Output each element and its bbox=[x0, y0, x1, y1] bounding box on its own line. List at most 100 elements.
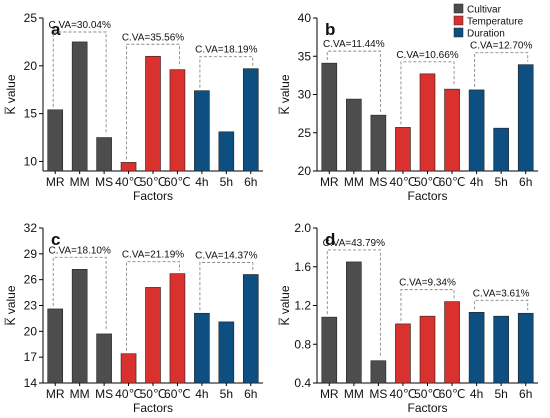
x-tick-label: 50℃ bbox=[414, 387, 441, 401]
x-tick-label: 6h bbox=[244, 175, 257, 189]
bar-60℃ bbox=[444, 301, 460, 384]
cv-label: C.VA=18.10% bbox=[48, 245, 110, 256]
bar-60℃ bbox=[169, 273, 186, 384]
bar-4h bbox=[468, 89, 485, 172]
cv-bracket bbox=[199, 262, 254, 311]
panel-a: 10 15 20 25 MR MM MS 40℃50℃60℃ 4h 5h 6h a Factors K̅ … bbox=[4, 11, 263, 203]
x-tick-label: MS bbox=[95, 175, 113, 189]
x-tick-label: MS bbox=[369, 175, 387, 189]
y-tick-label: 25 bbox=[298, 126, 312, 140]
cv-label: C.VA=10.66% bbox=[396, 50, 458, 61]
y-tick-label: 2.0 bbox=[294, 221, 311, 235]
x-tick-label: MM bbox=[344, 387, 364, 401]
y-tick-label: 23 bbox=[24, 299, 38, 313]
y-tick-label: 17 bbox=[24, 350, 38, 364]
bar-60℃ bbox=[444, 88, 460, 172]
legend-swatch bbox=[453, 27, 464, 38]
y-tick-label: 32 bbox=[24, 221, 38, 235]
cv-bracket bbox=[126, 261, 180, 351]
y-tick-label: 10 bbox=[24, 154, 38, 168]
x-tick-label: 50℃ bbox=[140, 387, 167, 401]
y-tick-label: 26 bbox=[24, 273, 38, 287]
bar-MM bbox=[346, 98, 362, 172]
y-axis-label: K̅ value bbox=[278, 74, 292, 114]
x-tick-label: 60℃ bbox=[164, 175, 191, 189]
cv-bracket bbox=[326, 50, 381, 113]
x-tick-label: 4h bbox=[470, 175, 483, 189]
x-tick-label: 40℃ bbox=[115, 387, 142, 401]
cv-label: C.VA=3.61% bbox=[473, 288, 530, 299]
y-tick-label: 0.8 bbox=[294, 337, 311, 351]
bar-MR bbox=[47, 109, 64, 172]
y-axis-label: K̅ value bbox=[4, 285, 18, 325]
panel-label: d bbox=[325, 230, 335, 249]
x-tick-label: 40℃ bbox=[390, 175, 417, 189]
bar-MR bbox=[321, 316, 338, 384]
bar-50℃ bbox=[419, 315, 436, 384]
x-tick-label: MR bbox=[46, 175, 65, 189]
y-tick-label: 40 bbox=[298, 11, 312, 25]
x-tick-label: 60℃ bbox=[164, 387, 191, 401]
bar-MM bbox=[346, 261, 362, 384]
x-tick-label: 60℃ bbox=[439, 387, 466, 401]
x-tick-label: 50℃ bbox=[414, 175, 441, 189]
bar-6h bbox=[242, 68, 259, 172]
cv-label: C.VA=14.37% bbox=[195, 251, 257, 262]
x-tick-label: MR bbox=[320, 387, 339, 401]
panel-d: 0.4 0.8 1.2 1.6 2.0 MR MM MS 40℃50℃60℃ 4h 5h 6h d Fac… bbox=[278, 221, 538, 415]
x-tick-label: MM bbox=[344, 175, 364, 189]
cv-bracket bbox=[199, 56, 254, 88]
y-tick-label: 0.4 bbox=[294, 376, 311, 390]
legend-swatch bbox=[453, 3, 464, 14]
bar-MR bbox=[47, 308, 64, 384]
bar-MS bbox=[370, 360, 387, 384]
bar-5h bbox=[218, 131, 235, 172]
legend-label: Cultivar bbox=[467, 5, 502, 16]
x-tick-label: MS bbox=[95, 387, 113, 401]
cv-bracket bbox=[126, 43, 180, 160]
y-tick-label: 20 bbox=[24, 59, 38, 73]
x-tick-label: 6h bbox=[519, 387, 532, 401]
x-tick-label: 40℃ bbox=[115, 175, 142, 189]
bar-MS bbox=[370, 114, 387, 172]
x-tick-label: 5h bbox=[494, 175, 507, 189]
bar-5h bbox=[493, 315, 509, 384]
cv-bracket bbox=[52, 31, 107, 135]
bar-5h bbox=[218, 321, 235, 384]
x-tick-label: 6h bbox=[244, 387, 257, 401]
panel-c: 14 17 20 23 26 29 32 MR MM MS 40℃50℃60℃ 4h 5h 6h c Fact… bbox=[4, 221, 263, 415]
x-tick-label: 40℃ bbox=[390, 387, 417, 401]
y-axis-label: K̅ value bbox=[4, 74, 18, 114]
bar-4h bbox=[468, 311, 485, 384]
y-tick-label: 25 bbox=[24, 11, 38, 25]
y-tick-label: 29 bbox=[24, 247, 38, 261]
x-tick-label: 4h bbox=[195, 387, 208, 401]
cv-bracket bbox=[474, 52, 529, 87]
panel-label: c bbox=[51, 230, 60, 249]
cv-label: C.VA=9.34% bbox=[399, 278, 456, 289]
y-tick-label: 30 bbox=[298, 88, 312, 102]
x-tick-label: 4h bbox=[470, 387, 483, 401]
x-tick-label: 5h bbox=[494, 387, 507, 401]
x-tick-label: 60℃ bbox=[439, 175, 466, 189]
x-axis-label: Factors bbox=[407, 401, 447, 415]
cv-label: C.VA=30.04% bbox=[48, 20, 110, 31]
y-tick-label: 15 bbox=[24, 107, 38, 121]
x-axis-label: Factors bbox=[133, 189, 173, 203]
panel-b: 20 25 30 35 40 MR MM MS 40℃50℃60℃ 4h 5h 6h b Factors K… bbox=[278, 11, 538, 203]
bar-50℃ bbox=[145, 55, 161, 172]
y-tick-label: 1.2 bbox=[294, 299, 311, 313]
cv-label: C.VA=18.19% bbox=[195, 45, 257, 56]
bar-40℃ bbox=[120, 353, 137, 384]
bar-50℃ bbox=[419, 73, 436, 172]
y-tick-label: 20 bbox=[24, 324, 38, 338]
bar-60℃ bbox=[169, 69, 186, 172]
bar-4h bbox=[194, 312, 210, 384]
bar-50℃ bbox=[145, 287, 161, 384]
bar-6h bbox=[517, 312, 534, 384]
x-axis-label: Factors bbox=[133, 401, 173, 415]
legend-swatch bbox=[453, 15, 464, 26]
bar-MM bbox=[71, 269, 88, 384]
x-tick-label: 4h bbox=[195, 175, 208, 189]
